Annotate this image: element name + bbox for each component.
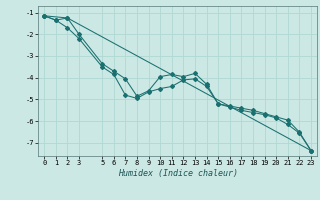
X-axis label: Humidex (Indice chaleur): Humidex (Indice chaleur) — [118, 169, 238, 178]
